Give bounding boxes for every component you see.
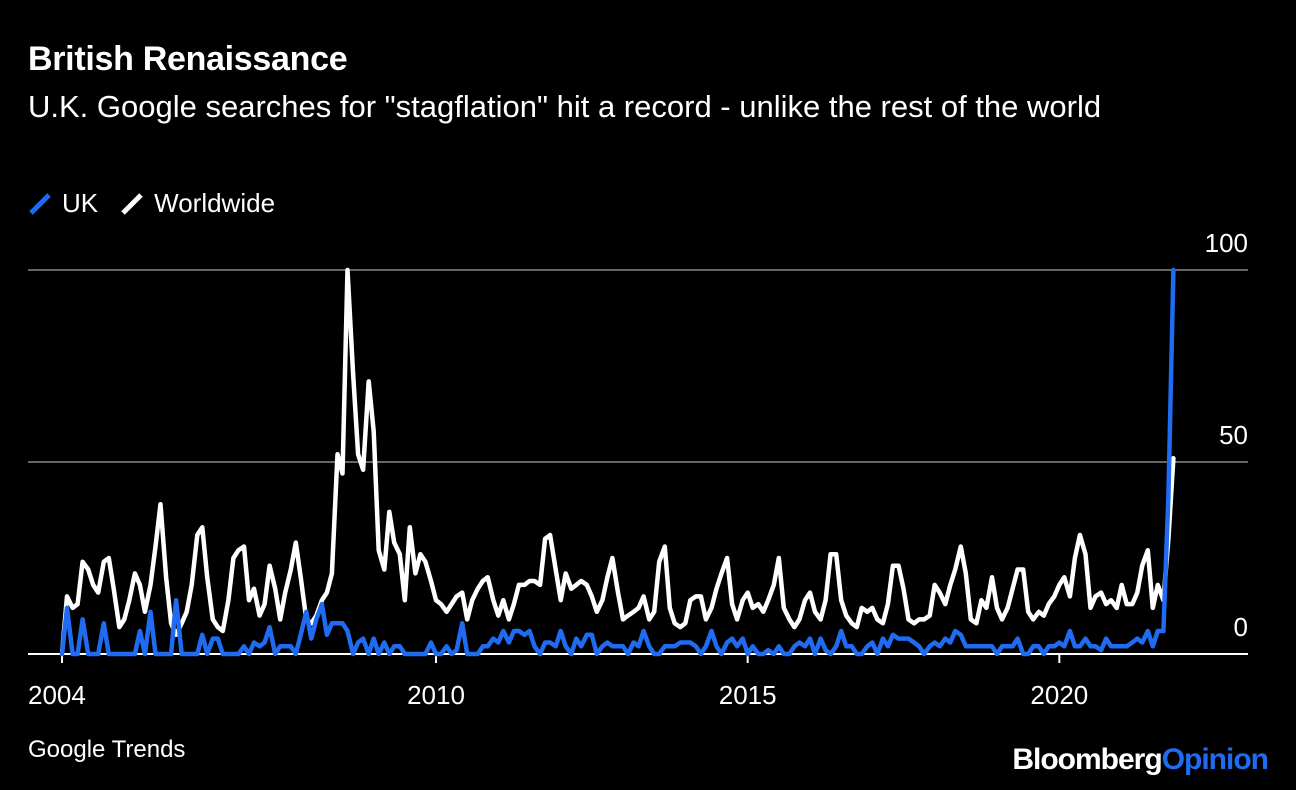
- x-tick-label-2010: 2010: [407, 680, 465, 710]
- x-tick-label-2015: 2015: [719, 680, 777, 710]
- chart-subtitle: U.K. Google searches for "stagflation" h…: [28, 89, 1102, 124]
- y-tick-label-100: 100: [1205, 228, 1248, 258]
- x-tick-label-2004: 2004: [28, 680, 86, 710]
- brand-logo: BloombergOpinion: [1012, 743, 1269, 777]
- brand-part1: Bloomberg: [1012, 743, 1162, 776]
- y-tick-label-0: 0: [1234, 612, 1248, 642]
- y-tick-label-50: 50: [1219, 420, 1248, 450]
- legend-label-worldwide: Worldwide: [154, 188, 276, 218]
- legend-item-worldwide: Worldwide: [120, 188, 275, 219]
- x-tick-label-2020: 2020: [1030, 680, 1088, 710]
- legend-swatch-worldwide: [121, 192, 143, 215]
- brand-part2: Opinion: [1161, 743, 1269, 776]
- legend-item-uk: UK: [28, 188, 98, 219]
- chart-title: British Renaissance: [28, 40, 348, 78]
- legend: UK Worldwide: [28, 188, 297, 219]
- legend-label-uk: UK: [62, 188, 99, 218]
- legend-swatch-uk: [29, 192, 51, 215]
- series-line-uk: [59, 267, 1176, 657]
- series-line-worldwide: [59, 267, 1176, 657]
- source-note: Google Trends: [28, 736, 186, 763]
